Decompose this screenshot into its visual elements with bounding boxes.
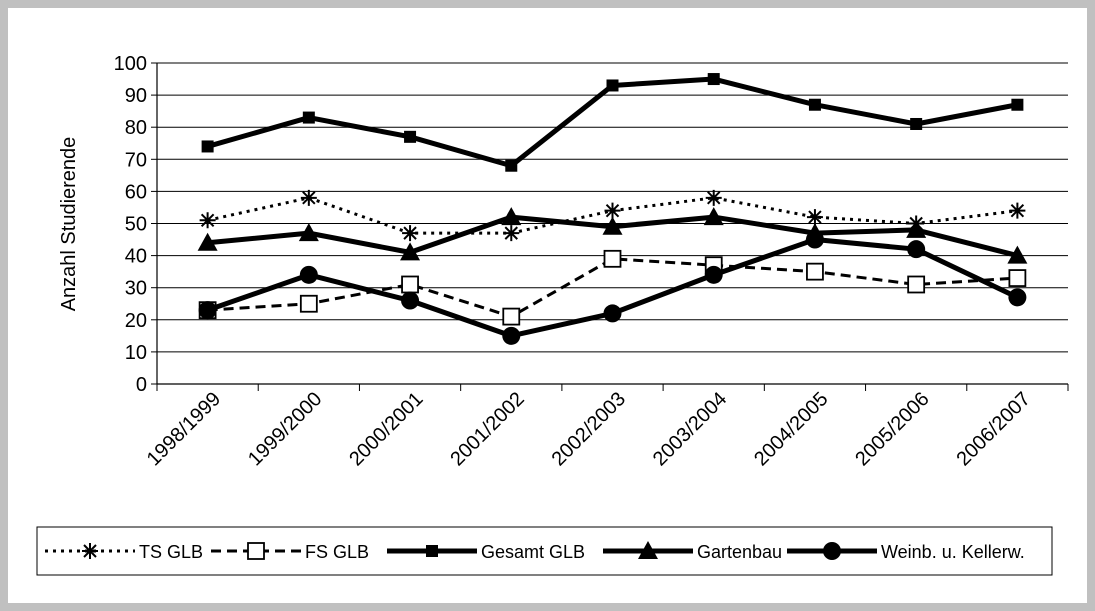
data-point	[502, 307, 521, 326]
x-tick-label: 2003/2004	[649, 388, 731, 470]
legend: TS GLB FS GLB Gesamt GLB Gartenbau Weinb. u.…	[36, 526, 1053, 576]
data-point	[805, 230, 824, 249]
series-group	[197, 73, 1028, 345]
data-point	[703, 207, 724, 226]
data-point	[1011, 98, 1024, 111]
data-point	[606, 79, 619, 92]
data-point	[502, 326, 521, 345]
legend-label: TS GLB	[139, 542, 203, 562]
y-tick-label: 10	[125, 342, 147, 364]
legend-label: Gesamt GLB	[481, 542, 585, 562]
data-point	[503, 225, 520, 242]
data-point	[603, 249, 622, 268]
data-point	[404, 130, 417, 143]
data-point	[1007, 245, 1028, 264]
legend-item: Gartenbau	[603, 541, 782, 562]
series-line	[207, 196, 1018, 235]
x-tick-label: 1999/2000	[244, 388, 326, 470]
data-point	[806, 209, 823, 226]
series-gesamt-glb	[201, 73, 1024, 172]
data-point	[299, 294, 318, 313]
x-tick-label: 2005/2006	[851, 388, 933, 470]
x-tick-label: 2000/2001	[345, 388, 427, 470]
legend-item: Gesamt GLB	[387, 542, 585, 562]
y-tick-label: 50	[125, 214, 147, 236]
legend-box	[36, 526, 1053, 576]
y-tick-label: 60	[125, 181, 147, 203]
data-point	[501, 207, 522, 226]
data-point	[910, 117, 923, 130]
data-point	[401, 275, 419, 294]
data-point	[298, 223, 319, 242]
series-line	[207, 257, 1018, 319]
data-point	[1008, 269, 1027, 287]
data-point	[1009, 202, 1026, 219]
gridlines	[157, 62, 1068, 353]
data-point	[806, 262, 824, 281]
data-point	[401, 291, 420, 310]
legend-label: FS GLB	[305, 542, 369, 562]
x-axis-ticks: 1998/1999 1999/2000 2000/2001 2001/2002 2002…	[143, 384, 1069, 470]
data-point	[907, 275, 926, 294]
legend-item: FS GLB	[211, 542, 369, 562]
data-point	[82, 543, 98, 559]
data-point	[302, 111, 315, 124]
y-axis-label: Anzahl Studierende	[58, 137, 80, 312]
data-point	[426, 545, 438, 557]
data-point	[604, 202, 621, 219]
data-point	[505, 159, 518, 172]
data-point	[907, 240, 926, 259]
data-point	[1008, 288, 1027, 307]
data-point	[197, 232, 218, 251]
series-weinb-u-kellerw-	[198, 230, 1027, 345]
data-point	[808, 98, 821, 111]
data-point	[707, 73, 720, 86]
legend-item: TS GLB	[45, 542, 203, 562]
data-point	[247, 542, 265, 560]
legend-label: Weinb. u. Kellerw.	[881, 542, 1025, 562]
x-tick-label: 2006/2007	[953, 388, 1035, 470]
data-point	[602, 216, 623, 235]
data-point	[704, 265, 723, 284]
y-tick-label: 80	[125, 117, 147, 139]
data-point	[906, 219, 927, 238]
data-point	[638, 541, 658, 559]
y-tick-label: 30	[125, 278, 147, 300]
y-tick-label: 90	[125, 85, 147, 107]
x-tick-label: 2001/2002	[446, 388, 528, 470]
data-point	[603, 304, 622, 323]
data-point	[199, 212, 216, 229]
data-point	[198, 301, 217, 320]
y-tick-label: 20	[125, 310, 147, 332]
y-tick-label: 70	[125, 149, 147, 171]
series-ts-glb	[199, 189, 1026, 242]
data-point	[201, 140, 214, 153]
y-tick-label: 100	[114, 53, 147, 75]
series-line	[206, 76, 1018, 169]
y-tick-label: 0	[136, 374, 147, 396]
data-point	[402, 225, 419, 242]
y-tick-label: 40	[125, 246, 147, 268]
x-tick-label: 2002/2003	[548, 388, 630, 470]
data-point	[400, 242, 421, 261]
x-tick-label: 2004/2005	[750, 388, 832, 470]
data-point	[823, 542, 841, 560]
data-point	[705, 189, 722, 206]
x-tick-label: 1998/1999	[143, 388, 225, 470]
legend-label: Gartenbau	[697, 542, 782, 562]
data-point	[299, 265, 318, 284]
legend-item: Weinb. u. Kellerw.	[787, 542, 1025, 562]
y-axis-ticks: 0 10 20 30 40 50 60 70 80 90 100	[114, 53, 157, 396]
data-point	[300, 189, 317, 206]
